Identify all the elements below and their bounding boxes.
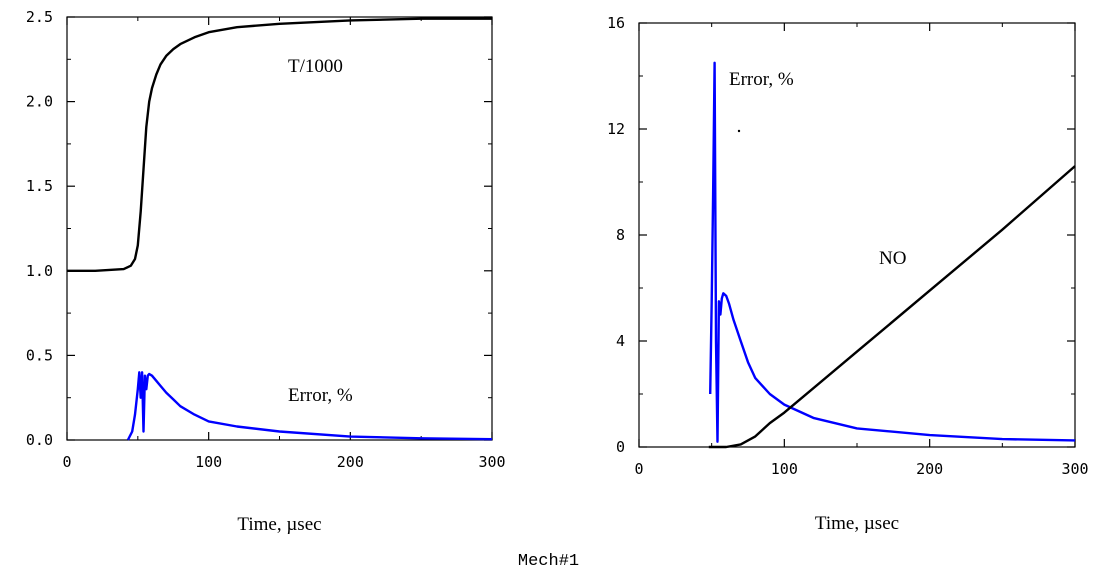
y-tick-label: 0 xyxy=(616,438,625,456)
x-tick-label: 200 xyxy=(337,453,364,471)
y-tick-label: 12 xyxy=(607,120,625,138)
x-tick-label: 0 xyxy=(62,453,71,471)
left-chart: 0.0 0.5 1.0 1.5 2.0 2.5 0 100 200 300 Time, µsec T/… xyxy=(26,8,506,535)
y-tick-label: 0.0 xyxy=(26,431,53,449)
y-tick-label: 8 xyxy=(616,226,625,244)
stray-dot xyxy=(737,129,741,133)
y-tick-label: 16 xyxy=(607,14,625,32)
x-tick-label: 200 xyxy=(916,460,943,478)
y-tick-label: 1.0 xyxy=(26,262,53,280)
x-tick-label: 300 xyxy=(478,453,505,471)
curve-annotation: NO xyxy=(879,248,906,269)
series-line-b xyxy=(126,371,493,441)
right-chart: 0 4 8 12 16 0 100 200 300 Time, µsec Error, % NO xyxy=(607,14,1089,534)
y-tick-label: 1.5 xyxy=(26,177,53,195)
plot-frame xyxy=(66,16,493,441)
series-line-a xyxy=(709,61,1076,443)
x-tick-label: 0 xyxy=(634,460,643,478)
curve-annotation: Error, % xyxy=(729,69,794,90)
x-tick-label: 100 xyxy=(195,453,222,471)
x-tick-label: 300 xyxy=(1061,460,1088,478)
x-axis-label: Time, µsec xyxy=(237,514,321,535)
y-tick-label: 4 xyxy=(616,332,625,350)
curve-annotation: Error, % xyxy=(288,385,353,406)
x-tick-label: 100 xyxy=(771,460,798,478)
series-line-a xyxy=(67,17,492,272)
figure-caption: Mech#1 xyxy=(517,552,580,571)
y-tick-label: 2.0 xyxy=(26,93,53,111)
y-tick-label: 0.5 xyxy=(26,346,53,364)
curve-annotation: T/1000 xyxy=(288,56,343,77)
series-line-b xyxy=(708,165,1076,449)
y-tick-label: 2.5 xyxy=(26,8,53,26)
x-axis-label: Time, µsec xyxy=(815,513,899,534)
plot-frame xyxy=(638,22,1076,448)
